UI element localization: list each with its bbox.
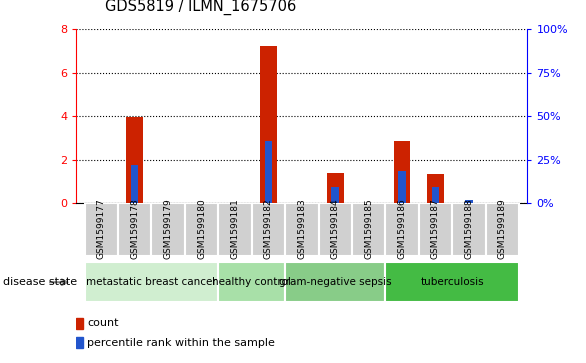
Bar: [332, 187, 339, 203]
Text: tuberculosis: tuberculosis: [420, 277, 484, 287]
Text: count: count: [87, 318, 118, 329]
FancyBboxPatch shape: [352, 203, 386, 256]
Bar: [327, 173, 343, 203]
FancyBboxPatch shape: [251, 203, 285, 256]
FancyBboxPatch shape: [118, 203, 151, 256]
Text: GSM1599189: GSM1599189: [498, 198, 507, 259]
FancyBboxPatch shape: [319, 203, 352, 256]
Text: GSM1599178: GSM1599178: [130, 198, 139, 259]
Bar: [465, 200, 473, 203]
Text: GSM1599185: GSM1599185: [364, 198, 373, 259]
Bar: [127, 117, 143, 203]
Bar: [265, 141, 272, 203]
FancyBboxPatch shape: [218, 203, 251, 256]
Text: GSM1599184: GSM1599184: [331, 198, 340, 259]
FancyBboxPatch shape: [452, 203, 486, 256]
FancyBboxPatch shape: [386, 262, 519, 302]
Bar: [394, 141, 410, 203]
Text: disease state: disease state: [3, 277, 77, 287]
Text: GSM1599188: GSM1599188: [465, 198, 473, 259]
Text: GSM1599182: GSM1599182: [264, 198, 273, 259]
Bar: [432, 187, 440, 203]
FancyBboxPatch shape: [285, 262, 386, 302]
Bar: [131, 165, 138, 203]
FancyBboxPatch shape: [151, 203, 185, 256]
Bar: [398, 171, 406, 203]
Text: GSM1599179: GSM1599179: [163, 198, 173, 259]
Text: gram-negative sepsis: gram-negative sepsis: [279, 277, 391, 287]
FancyBboxPatch shape: [285, 203, 319, 256]
Text: GSM1599180: GSM1599180: [197, 198, 206, 259]
Text: metastatic breast cancer: metastatic breast cancer: [86, 277, 217, 287]
FancyBboxPatch shape: [185, 203, 218, 256]
Bar: [76, 337, 83, 348]
FancyBboxPatch shape: [419, 203, 452, 256]
FancyBboxPatch shape: [84, 262, 218, 302]
FancyBboxPatch shape: [386, 203, 419, 256]
Text: GSM1599183: GSM1599183: [297, 198, 306, 259]
Text: GSM1599187: GSM1599187: [431, 198, 440, 259]
Text: GSM1599181: GSM1599181: [230, 198, 240, 259]
Bar: [260, 46, 277, 203]
Text: GSM1599177: GSM1599177: [97, 198, 105, 259]
Bar: [76, 318, 83, 329]
FancyBboxPatch shape: [84, 203, 118, 256]
Text: percentile rank within the sample: percentile rank within the sample: [87, 338, 275, 347]
Bar: [427, 174, 444, 203]
FancyBboxPatch shape: [218, 262, 285, 302]
FancyBboxPatch shape: [486, 203, 519, 256]
Text: GSM1599186: GSM1599186: [397, 198, 407, 259]
Text: GDS5819 / ILMN_1675706: GDS5819 / ILMN_1675706: [105, 0, 297, 15]
Text: healthy control: healthy control: [212, 277, 291, 287]
